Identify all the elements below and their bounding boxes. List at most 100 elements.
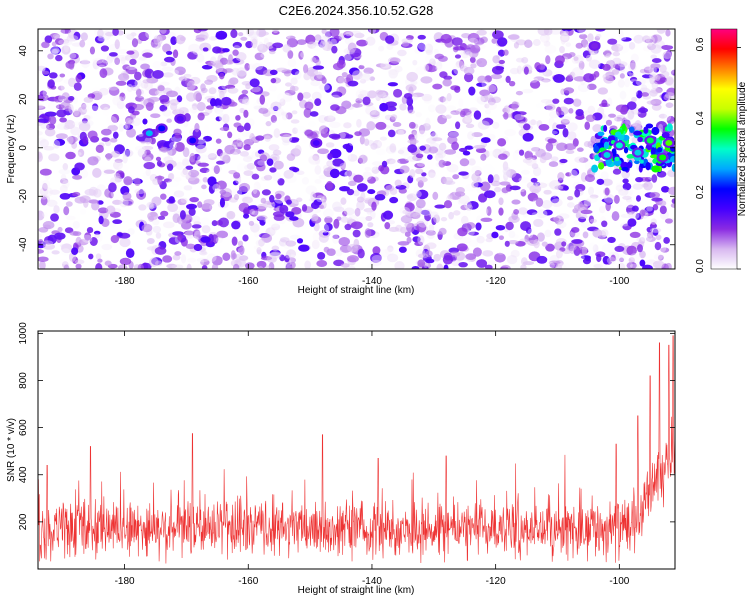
spectrogram-cell bbox=[244, 98, 250, 106]
spectrogram-cell bbox=[444, 149, 457, 155]
spectrogram-cell bbox=[116, 100, 125, 110]
spectrogram-cell bbox=[602, 178, 613, 186]
spectrogram-cell bbox=[447, 130, 459, 138]
spectrogram-cell bbox=[423, 95, 432, 104]
spectrogram-cell bbox=[303, 72, 311, 81]
spectrogram-cell bbox=[91, 103, 99, 112]
spectrogram-cell bbox=[434, 53, 444, 60]
spectrogram-cell bbox=[94, 233, 100, 239]
spectrogram-cell bbox=[241, 131, 252, 138]
spectrogram-cell bbox=[646, 100, 657, 105]
spectrogram-cell bbox=[68, 77, 76, 88]
spectrogram-cell bbox=[294, 71, 302, 80]
spectrogram-cell bbox=[335, 75, 345, 84]
spectrogram-cell bbox=[38, 118, 49, 123]
spectrogram-cell bbox=[78, 120, 91, 128]
spectrogram-cell bbox=[631, 136, 638, 144]
spectrogram-cell bbox=[538, 71, 547, 76]
spectrogram-cell bbox=[112, 29, 119, 36]
spectrogram-cell bbox=[624, 78, 630, 88]
spectrogram-cell bbox=[624, 68, 632, 75]
spectrogram-cell bbox=[492, 30, 504, 40]
spectrogram-cell bbox=[61, 243, 73, 254]
spectrogram-cell bbox=[415, 198, 426, 209]
spectrogram-cell bbox=[155, 156, 162, 162]
spectrogram-cell bbox=[343, 151, 352, 161]
spectrogram-cell bbox=[123, 176, 133, 186]
spectrogram-cell bbox=[102, 58, 109, 64]
spectrogram-cell bbox=[280, 92, 290, 97]
spectrogram-cell bbox=[114, 158, 123, 163]
spectrogram-cell bbox=[54, 232, 66, 240]
spectrogram-cell bbox=[202, 135, 213, 142]
spectrogram-cell bbox=[545, 261, 555, 269]
spectrogram-cell bbox=[565, 149, 575, 155]
spectrogram-cell bbox=[212, 249, 221, 256]
spectrogram-cell bbox=[406, 236, 412, 244]
spectrogram-cell bbox=[465, 204, 473, 211]
spectrogram-cell bbox=[285, 211, 295, 218]
spectrogram-cell bbox=[452, 174, 460, 180]
spectrogram-cell bbox=[634, 120, 642, 130]
spectrogram-cell bbox=[492, 121, 500, 129]
spectrogram-cell bbox=[356, 39, 368, 47]
spectrogram-cell bbox=[259, 94, 266, 105]
spectrogram-cell bbox=[261, 169, 271, 176]
spectrogram-cell bbox=[331, 45, 338, 54]
spectrogram-cell bbox=[371, 254, 383, 263]
spectrogram-cell bbox=[268, 252, 281, 258]
spectrogram-cell bbox=[462, 238, 469, 244]
spectrogram-cell bbox=[129, 58, 137, 66]
spectrogram-cell bbox=[44, 35, 53, 44]
spectrogram-cell bbox=[366, 164, 377, 171]
spectrogram-cell bbox=[578, 214, 588, 220]
spectrogram-cell bbox=[88, 186, 99, 197]
spectrogram-cell bbox=[353, 174, 364, 183]
spectrogram-cell bbox=[95, 144, 104, 153]
spectrogram-cell bbox=[327, 123, 337, 133]
spectrogram-cell bbox=[585, 160, 591, 171]
spectrogram-cell bbox=[471, 132, 483, 138]
spectrogram-cell bbox=[298, 50, 304, 60]
spectrogram-cell bbox=[280, 111, 288, 116]
spectrogram-cell bbox=[643, 65, 652, 71]
spectrogram-cell bbox=[201, 225, 211, 234]
spectrogram-cell bbox=[513, 208, 520, 215]
spectrogram-cell bbox=[596, 253, 602, 263]
spectrogram-cell bbox=[328, 133, 341, 139]
spectrogram-cell bbox=[91, 201, 100, 211]
spectrogram-cell bbox=[397, 129, 405, 136]
spectrogram-cell bbox=[560, 33, 570, 43]
snr-series-line bbox=[38, 335, 675, 564]
spectrogram-cell bbox=[445, 114, 452, 119]
spectrogram-cell bbox=[459, 209, 471, 217]
spectrogram-cell bbox=[321, 29, 327, 35]
spectrogram-cell bbox=[383, 210, 394, 220]
spectrogram-cell bbox=[622, 195, 632, 200]
spectrogram-cell bbox=[505, 221, 514, 231]
spectrogram-cell bbox=[606, 256, 617, 265]
spectrogram-cell bbox=[162, 72, 174, 78]
spectrogram-cell bbox=[543, 40, 551, 47]
spectrogram-cell bbox=[55, 133, 68, 140]
spectrogram-cell bbox=[97, 258, 103, 263]
spectrogram-cell bbox=[42, 89, 48, 98]
spectrogram-cell bbox=[632, 183, 644, 190]
spectrogram-cell bbox=[257, 160, 266, 166]
spectrogram-cell bbox=[55, 54, 63, 62]
spectrogram-cell bbox=[467, 32, 480, 43]
spectrogram-cell bbox=[343, 207, 355, 216]
spectrogram-cell bbox=[511, 101, 519, 111]
spectrogram-cell bbox=[256, 246, 262, 255]
spectrogram-cell bbox=[264, 135, 271, 142]
spectrogram-cell bbox=[415, 153, 424, 159]
spectrogram-cell bbox=[162, 255, 173, 263]
spectrogram-cell bbox=[369, 110, 380, 118]
spectrogram-cell bbox=[495, 224, 506, 231]
spectrogram-cell bbox=[369, 110, 381, 119]
spectrogram-cell bbox=[587, 186, 595, 196]
spectrogram-cell bbox=[72, 231, 82, 237]
spectrogram-cell bbox=[365, 215, 373, 221]
spectrogram-cell bbox=[180, 254, 187, 264]
spectrogram-cell bbox=[420, 208, 432, 216]
